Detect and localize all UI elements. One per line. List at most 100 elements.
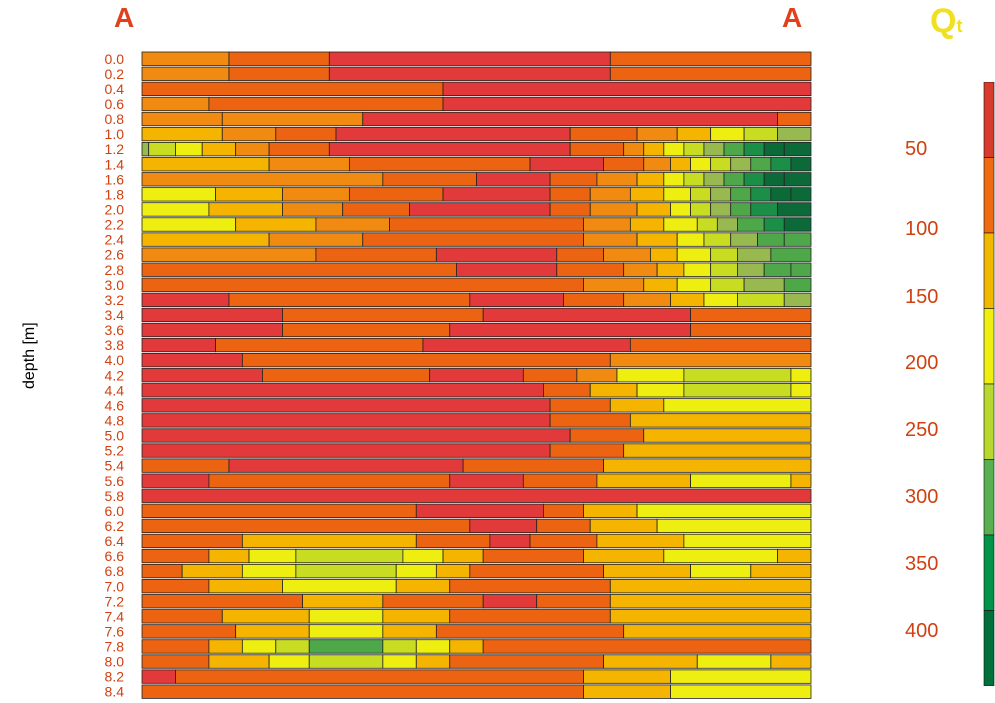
heatmap-cell [723,142,745,157]
colorbar-swatch [983,459,995,536]
depth-tick-label: 4.6 [105,397,125,413]
heatmap-cell [603,247,651,262]
depth-tick-label: 5.6 [105,473,125,489]
heatmap-cell [663,172,685,187]
colorbar-swatch [983,157,995,234]
heatmap-cell [750,157,772,172]
heatmap-cell [663,142,685,157]
heatmap-cell [141,594,303,609]
heatmap-cell [623,292,671,307]
heatmap-cell [308,639,384,654]
heatmap-cell [636,232,678,247]
heatmap-cell [683,172,705,187]
heatmap-cell [395,563,437,579]
heatmap-cell [141,81,444,97]
heatmap-cell [783,172,812,187]
heatmap-cell [589,518,658,534]
heatmap-cell [141,217,237,232]
heatmap-cell [737,247,772,262]
heatmap-cell [623,142,645,157]
heatmap-cell [770,247,812,262]
heatmap-cell [716,217,738,232]
heatmap-cell [141,624,237,639]
heatmap-cell [723,172,745,187]
colorbar-tick-label: 400 [905,620,939,642]
heatmap-cell [141,202,210,217]
heatmap-cell [449,322,691,338]
heatmap-cell [636,202,671,217]
heatmap-cell [262,368,431,383]
heatmap-cell [362,232,584,247]
heatmap-cell [429,368,524,383]
heatmap-cell [328,51,611,66]
heatmap-cell [750,563,812,579]
heatmap-cell [710,277,745,292]
heatmap-cell [643,277,678,292]
heatmap-cell [442,96,812,112]
depth-tick-label: 3.0 [105,277,125,293]
depth-tick-label: 7.4 [105,608,125,624]
heatmap-cell [141,172,384,187]
heatmap-cell [743,126,778,142]
heatmap-cell [241,563,297,579]
heatmap-cell [449,639,484,654]
heatmap-cell [442,81,812,97]
heatmap-cell [609,66,812,81]
heatmap-cell [435,624,625,639]
depth-tick-label: 1.6 [105,171,125,187]
heatmap-cell [141,503,417,518]
heatmap-cell [783,292,812,307]
heatmap-cell [469,518,538,534]
heatmap-cell [690,563,752,579]
heatmap-cell [489,533,531,549]
heatmap-cell [282,322,451,338]
heatmap-cell [790,383,812,398]
heatmap-cell [235,217,317,232]
heatmap-cell [449,654,605,669]
depth-tick-label: 1.0 [105,126,125,142]
heatmap-cell [737,292,785,307]
heatmap-cell [235,142,270,157]
heatmap-cell [141,247,317,262]
colorbar-swatch [983,82,995,158]
heatmap-cell [208,579,283,594]
heatmap-cell [141,473,210,488]
heatmap-cell [282,202,344,217]
heatmap-cell [670,202,691,217]
heatmap-cell [268,654,310,669]
heatmap-cell [770,157,792,172]
heatmap-cell [670,157,691,172]
heatmap-cell [141,639,210,654]
heatmap-cell [141,66,230,81]
depth-tick-label: 2.4 [105,232,125,248]
heatmap-cell [141,96,210,112]
heatmap-cell [609,352,812,368]
heatmap-cell [770,187,792,202]
heatmap-cell [482,307,691,323]
colorbar [983,82,995,686]
heatmap-cell [670,292,705,307]
heatmap-cell [449,579,611,594]
heatmap-cell [703,142,725,157]
heatmap-cell [589,187,631,202]
heatmap-cell [783,217,812,232]
heatmap-cell [415,654,451,669]
depth-tick-label: 1.8 [105,186,125,202]
heatmap-cell [522,473,598,488]
heatmap-cell [676,277,712,292]
heatmap-cell [348,157,531,172]
heatmap-cell [623,443,812,458]
depth-tick-label: 1.4 [105,156,125,172]
heatmap-cell [549,202,591,217]
heatmap-cell [790,187,812,202]
heatmap-cell [175,669,584,684]
depth-tick-label: 0.8 [105,111,125,127]
heatmap-cell [703,292,738,307]
heatmap-cell [275,126,337,142]
heatmap-cell [683,533,812,549]
heatmap-cell [315,247,437,262]
heatmap-cell [268,232,364,247]
heatmap-cell [141,352,243,368]
heatmap-cell [743,277,785,292]
heatmap-cell [710,157,732,172]
